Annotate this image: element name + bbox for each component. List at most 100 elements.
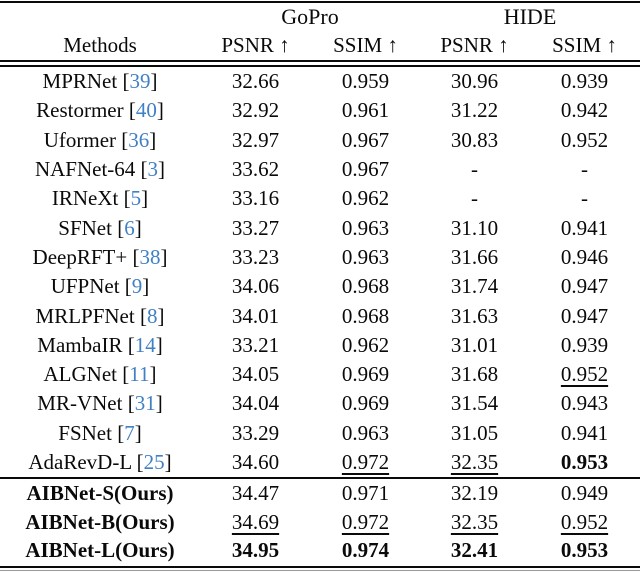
metric-value: 0.949 <box>560 480 609 505</box>
citation-link[interactable]: [6] <box>111 215 142 240</box>
citation-number[interactable]: 8 <box>146 303 158 328</box>
value-cell: 0.952 <box>529 510 640 535</box>
citation-link[interactable]: [7] <box>111 420 142 445</box>
method-cell: SFNet [6] <box>0 216 200 241</box>
citation-link[interactable]: [8] <box>134 303 165 328</box>
table-top-rule <box>0 1 640 3</box>
table-row: MPRNet [39] 32.66 0.959 30.96 0.939 <box>0 67 640 96</box>
metric-value: 0.943 <box>560 391 609 416</box>
value-cell: 31.63 <box>420 304 529 329</box>
baseline-methods-section: MPRNet [39] 32.66 0.959 30.96 0.939 Restormer… <box>0 67 640 477</box>
value-cell: 32.66 <box>200 69 311 94</box>
table-row: AIBNet-B(Ours) 34.69 0.972 32.35 0.952 <box>0 508 640 537</box>
value-cell: 31.54 <box>420 391 529 416</box>
citation-number[interactable]: 7 <box>124 420 135 445</box>
value-cell: 30.83 <box>420 128 529 153</box>
metric-value: 31.63 <box>450 303 499 328</box>
citation-link[interactable]: [14] <box>122 332 163 357</box>
citation-number[interactable]: 9 <box>131 274 143 299</box>
metric-value: 32.92 <box>231 98 280 123</box>
method-name: AdaRevD-L <box>28 450 132 474</box>
metric-value: 0.962 <box>341 186 390 211</box>
metric-value: 0.967 <box>341 127 390 152</box>
metric-value: 34.04 <box>231 391 280 416</box>
value-cell: 0.968 <box>311 274 420 299</box>
metric-value: 32.35 <box>450 509 499 534</box>
method-cell: FSNet [7] <box>0 421 200 446</box>
metric-value: 32.41 <box>450 538 499 563</box>
metric-value: 0.971 <box>341 480 390 505</box>
method-cell: MR-VNet [31] <box>0 391 200 416</box>
citation-number[interactable]: 6 <box>124 215 135 240</box>
method-cell: AIBNet-S(Ours) <box>0 481 200 506</box>
citation-number[interactable]: 14 <box>134 332 156 357</box>
column-header-row: Methods PSNR ↑ SSIM ↑ PSNR ↑ SSIM ↑ <box>0 31 640 59</box>
metric-value: 30.83 <box>450 127 499 152</box>
value-cell: 34.47 <box>200 481 311 506</box>
method-cell: NAFNet-64 [3] <box>0 157 200 182</box>
value-cell: 31.74 <box>420 274 529 299</box>
metric-value: 0.961 <box>341 98 390 123</box>
value-cell: 0.942 <box>529 98 640 123</box>
value-cell: 0.943 <box>529 391 640 416</box>
column-header-methods: Methods <box>63 32 137 57</box>
table-row: UFPNet [9] 34.06 0.968 31.74 0.947 <box>0 272 640 301</box>
citation-link[interactable]: [40] <box>123 98 164 123</box>
value-cell: 0.949 <box>529 481 640 506</box>
citation-link[interactable]: [25] <box>131 450 172 474</box>
citation-number[interactable]: 25 <box>143 450 165 474</box>
method-name: DeepRFT+ <box>32 244 128 269</box>
value-cell: 33.29 <box>200 421 311 446</box>
citation-link[interactable]: [36] <box>116 127 157 152</box>
table-row: SFNet [6] 33.27 0.963 31.10 0.941 <box>0 213 640 242</box>
citation-number[interactable]: 38 <box>139 244 161 269</box>
metric-value: 32.35 <box>450 450 499 474</box>
citation-link[interactable]: [38] <box>127 244 168 269</box>
metric-value: 31.74 <box>450 274 499 299</box>
value-cell: 0.953 <box>529 450 640 475</box>
metric-value: 33.23 <box>231 244 280 269</box>
method-cell: DeepRFT+ [38] <box>0 245 200 270</box>
citation-link[interactable]: [9] <box>119 274 150 299</box>
value-cell: - <box>420 186 529 211</box>
column-header-ssim-gopro: SSIM ↑ <box>333 32 398 57</box>
citation-number[interactable]: 5 <box>130 186 142 211</box>
value-cell: 31.22 <box>420 98 529 123</box>
value-cell: 34.06 <box>200 274 311 299</box>
value-cell: 0.946 <box>529 245 640 270</box>
value-cell: 0.962 <box>311 186 420 211</box>
metric-value: 31.68 <box>450 362 499 387</box>
method-cell: AIBNet-B(Ours) <box>0 510 200 535</box>
value-cell: 0.969 <box>311 362 420 387</box>
value-cell: 31.05 <box>420 421 529 446</box>
table-row: Restormer [40] 32.92 0.961 31.22 0.942 <box>0 96 640 125</box>
value-cell: 0.963 <box>311 245 420 270</box>
citation-link[interactable]: [3] <box>135 157 166 182</box>
value-cell: 0.962 <box>311 333 420 358</box>
value-cell: 34.60 <box>200 450 311 475</box>
citation-number[interactable]: 40 <box>135 98 157 123</box>
value-cell: 0.941 <box>529 216 640 241</box>
citation-link[interactable]: [31] <box>122 391 163 416</box>
dataset-header-hide: HIDE <box>503 4 557 29</box>
citation-number[interactable]: 3 <box>147 157 159 182</box>
citation-link[interactable]: [11] <box>117 362 157 387</box>
value-cell: - <box>420 157 529 182</box>
citation-link[interactable]: [5] <box>118 186 149 211</box>
table-row: MR-VNet [31] 34.04 0.969 31.54 0.943 <box>0 389 640 418</box>
table-row: Uformer [36] 32.97 0.967 30.83 0.952 <box>0 126 640 155</box>
metric-value: 0.947 <box>560 303 609 328</box>
citation-number[interactable]: 11 <box>129 362 150 387</box>
citation-number[interactable]: 36 <box>128 127 150 152</box>
ours-methods-section: AIBNet-S(Ours) 34.47 0.971 32.19 0.949 AIBNet… <box>0 479 640 565</box>
citation-link[interactable]: [39] <box>117 69 158 94</box>
metric-value: 33.27 <box>231 215 280 240</box>
table-row: DeepRFT+ [38] 33.23 0.963 31.66 0.946 <box>0 243 640 272</box>
metric-value: 34.60 <box>231 450 280 474</box>
method-name: AIBNet-B(Ours) <box>25 509 175 534</box>
citation-number[interactable]: 31 <box>134 391 156 416</box>
value-cell: 33.23 <box>200 245 311 270</box>
table-row: MRLPFNet [8] 34.01 0.968 31.63 0.947 <box>0 301 640 330</box>
table-row: MambaIR [14] 33.21 0.962 31.01 0.939 <box>0 331 640 360</box>
citation-number[interactable]: 39 <box>129 69 151 94</box>
